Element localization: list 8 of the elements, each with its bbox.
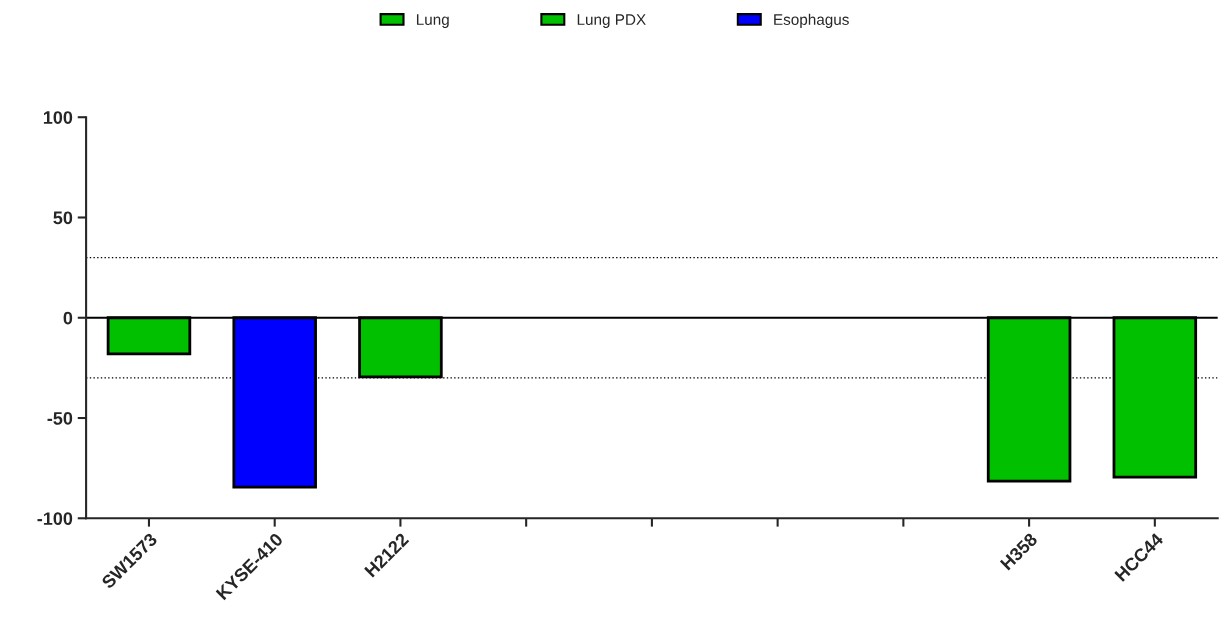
y-tick-label: -100 — [37, 512, 73, 525]
y-tick-label: 0 — [63, 311, 73, 325]
legend-label: Lung — [416, 14, 449, 28]
y-tick-label: -50 — [47, 411, 73, 425]
legend-label: Lung PDX — [577, 14, 646, 28]
y-tick-label: 50 — [53, 211, 73, 225]
legend-label: Esophagus — [774, 13, 849, 28]
y-tick-label: 100 — [43, 111, 73, 124]
